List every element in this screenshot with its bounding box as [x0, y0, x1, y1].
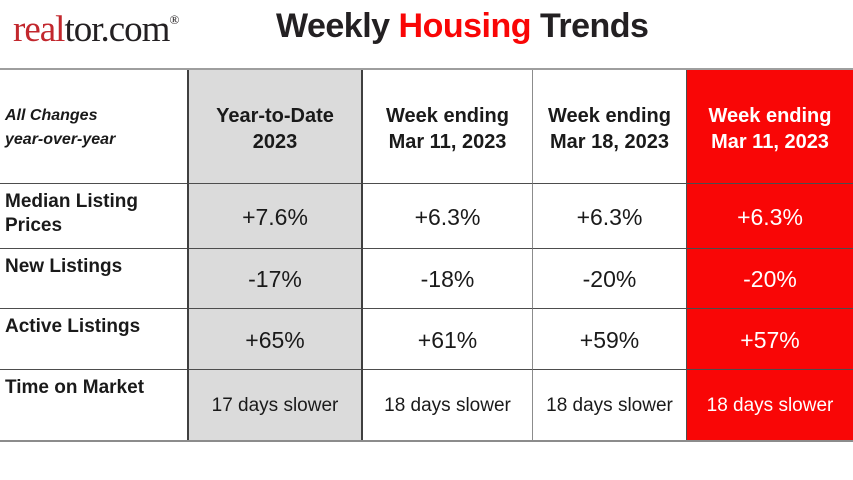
corner-header-line2: year-over-year [5, 130, 116, 148]
header-line2: Mar 11, 2023 [388, 130, 507, 153]
realtor-com-logo: realtor.com® [13, 8, 179, 51]
header-line1: Week ending [708, 104, 832, 127]
column-header-year-to-date: Year-to-Date 2023 [187, 70, 363, 183]
header-line1: Year-to-Date [216, 104, 334, 127]
title-word-trends: Trends [539, 7, 649, 45]
header-line2: Mar 18, 2023 [550, 130, 669, 153]
value-active-listings-week2: +59% [533, 308, 687, 369]
value-new-listings-ytd: -17% [187, 248, 363, 308]
value-new-listings-week2: -20% [533, 248, 687, 308]
value-median-listing-prices-highlighted: +6.3% [687, 183, 853, 248]
page-title: Weekly Housing Trends [276, 7, 649, 46]
column-header-week-mar-11: Week ending Mar 11, 2023 [363, 70, 533, 183]
value-time-on-market-highlighted: 18 days slower [687, 369, 853, 440]
title-word-housing: Housing [398, 7, 532, 45]
header-line2: 2023 [252, 130, 298, 153]
value-time-on-market-week2: 18 days slower [533, 369, 687, 440]
value-median-listing-prices-week1: +6.3% [363, 183, 533, 248]
header-line1: Week ending [386, 104, 509, 127]
value-time-on-market-ytd: 17 days slower [187, 369, 363, 440]
value-median-listing-prices-week2: +6.3% [533, 183, 687, 248]
row-label-new-listings: New Listings [0, 248, 187, 308]
header-line2: Mar 11, 2023 [711, 130, 829, 153]
title-word-weekly: Weekly [276, 7, 390, 45]
header-line1: Week ending [548, 104, 671, 127]
value-median-listing-prices-ytd: +7.6% [187, 183, 363, 248]
value-active-listings-highlighted: +57% [687, 308, 853, 369]
value-time-on-market-week1: 18 days slower [363, 369, 533, 440]
registered-trademark-icon: ® [169, 12, 180, 27]
corner-header-all-changes: All Changes year-over-year [0, 70, 187, 183]
value-active-listings-ytd: +65% [187, 308, 363, 369]
row-label-median-listing-prices: Median Listing Prices [0, 183, 187, 248]
housing-trends-table: All Changes year-over-year Year-to-Date … [0, 68, 853, 442]
row-label-time-on-market: Time on Market [0, 369, 187, 440]
value-active-listings-week1: +61% [363, 308, 533, 369]
column-header-week-mar-18: Week ending Mar 18, 2023 [533, 70, 687, 183]
logo-text-tor-com: tor.com [64, 9, 170, 50]
value-new-listings-week1: -18% [363, 248, 533, 308]
row-label-active-listings: Active Listings [0, 308, 187, 369]
logo-text-real: real [13, 9, 65, 50]
corner-header-line1: All Changes [5, 106, 98, 124]
column-header-week-mar-11-highlighted: Week ending Mar 11, 2023 [687, 70, 853, 183]
value-new-listings-highlighted: -20% [687, 248, 853, 308]
